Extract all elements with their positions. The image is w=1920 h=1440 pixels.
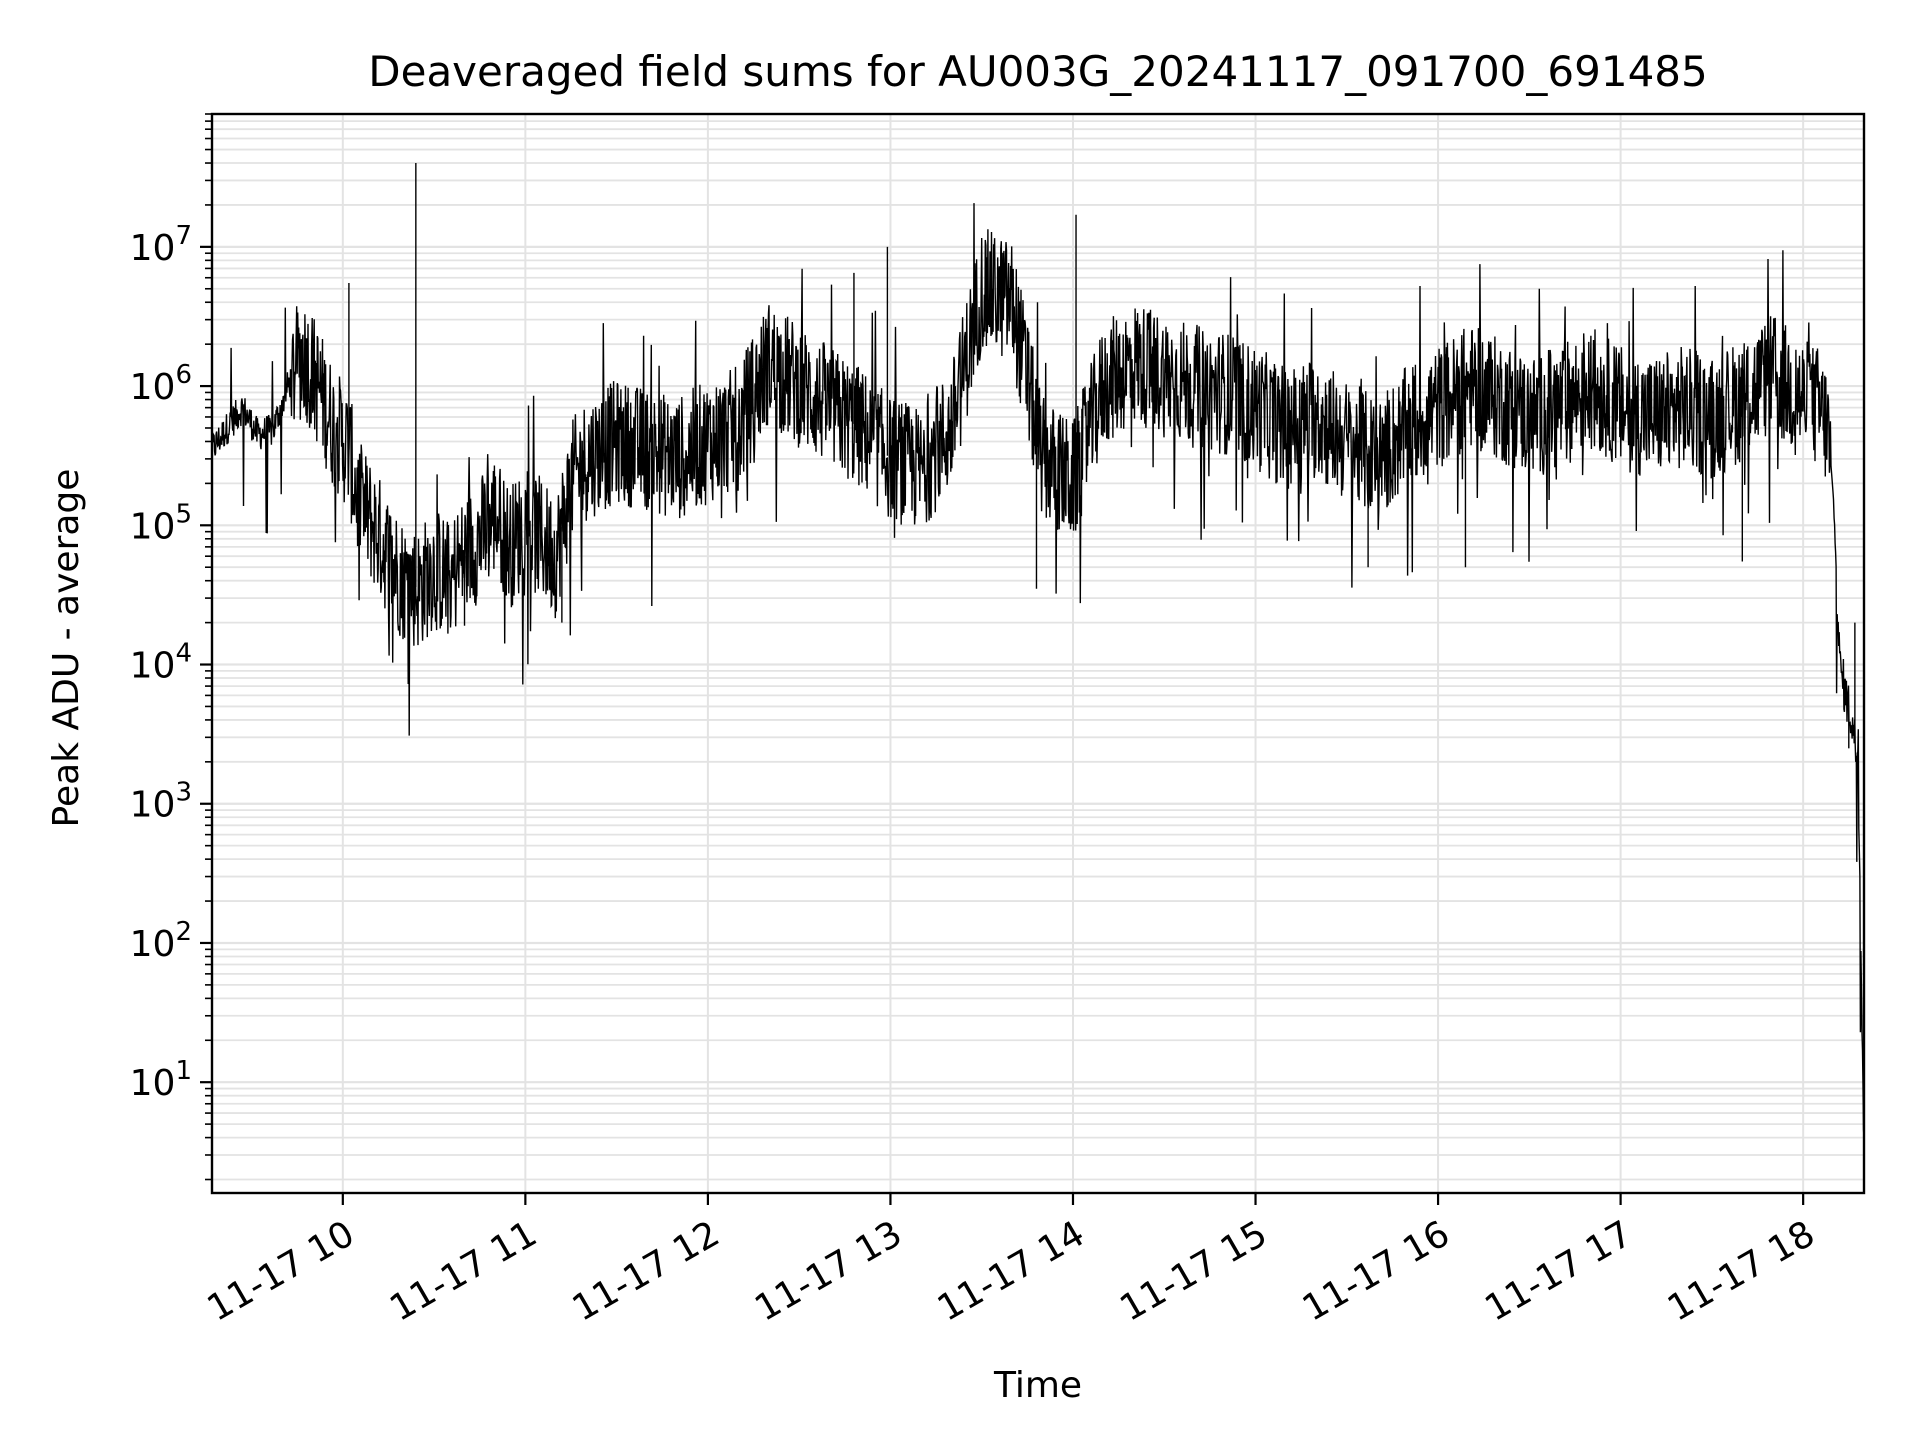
y-tick-base: 10 — [130, 228, 176, 269]
x-tick-label: 11-17 16 — [1296, 1213, 1457, 1329]
plot-frame — [210, 112, 1866, 1195]
y-tick-base: 10 — [130, 646, 176, 687]
y-tick-exponent: 4 — [175, 639, 192, 669]
x-axis-label: Time — [993, 1365, 1082, 1406]
y-tick-label: 103 — [130, 778, 192, 826]
y-tick-exponent: 7 — [175, 221, 192, 251]
y-tick-exponent: 5 — [175, 499, 192, 529]
y-tick-exponent: 6 — [175, 360, 192, 390]
plot-area — [211, 163, 1865, 1138]
y-tick-base: 10 — [130, 924, 176, 965]
y-tick-label: 102 — [130, 917, 192, 965]
x-tick-label: 11-17 18 — [1661, 1213, 1822, 1329]
series-line — [211, 203, 1865, 1138]
x-tick-label: 11-17 10 — [201, 1213, 362, 1329]
x-tick-label: 11-17 17 — [1478, 1213, 1639, 1329]
x-tick-label: 11-17 15 — [1113, 1213, 1274, 1329]
x-tick-label: 11-17 11 — [383, 1213, 544, 1329]
y-tick-exponent: 1 — [175, 1056, 192, 1086]
y-tick-base: 10 — [130, 367, 176, 408]
y-tick-base: 10 — [130, 1063, 176, 1104]
grid-lines — [212, 113, 1864, 1193]
y-tick-base: 10 — [130, 785, 176, 826]
x-tick-label: 11-17 13 — [748, 1213, 909, 1329]
y-tick-base: 10 — [130, 506, 176, 547]
y-tick-label: 106 — [130, 360, 192, 408]
x-tick-label: 11-17 12 — [566, 1213, 727, 1329]
y-tick-label: 107 — [130, 221, 192, 269]
chart-title: Deaveraged field sums for AU003G_2024111… — [368, 47, 1707, 96]
x-tick-label: 11-17 14 — [931, 1213, 1092, 1329]
y-tick-exponent: 3 — [175, 778, 192, 808]
y-tick-label: 104 — [130, 639, 192, 687]
y-tick-exponent: 2 — [175, 917, 192, 947]
y-tick-label: 101 — [130, 1056, 192, 1104]
y-axis-label: Peak ADU - average — [46, 469, 87, 828]
y-tick-label: 105 — [130, 499, 192, 547]
